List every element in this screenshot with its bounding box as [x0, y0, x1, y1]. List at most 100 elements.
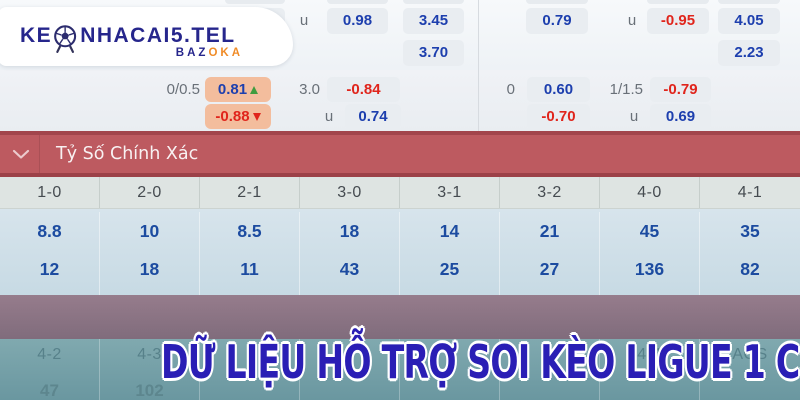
dimmed-score-continuation: 4-2 4-3 4-4 AOS 47 102	[0, 339, 800, 400]
cutoff-odds-pill	[718, 0, 780, 4]
score-header-cell: 4-0	[600, 177, 700, 208]
score-odds-cell	[300, 370, 400, 400]
score-odds-row: 8.8 10 8.5 18 14 21 45 35	[0, 212, 800, 250]
score-odds-cell[interactable]: 14	[400, 212, 500, 250]
score-odds-cell[interactable]: 11	[200, 250, 300, 288]
odds-pill-highlighted[interactable]: -0.88	[205, 104, 271, 129]
score-odds-cell[interactable]: 35	[740, 221, 760, 241]
score-header-cell: 4-2	[0, 339, 100, 370]
cutoff-odds-pill	[403, 0, 464, 4]
odds-pill[interactable]: 0.60	[527, 77, 590, 102]
score-odds-cell[interactable]: 102	[100, 370, 200, 400]
dimmed-section-band	[0, 295, 800, 339]
soccer-ball-mascot-icon	[54, 25, 77, 53]
odds-pill[interactable]: 2.23	[718, 40, 780, 66]
score-header-cell: AOS	[732, 346, 768, 363]
score-header-cell: 4-4	[600, 339, 700, 370]
score-header-cell: 2-1	[200, 177, 300, 208]
score-odds-cell	[400, 370, 500, 400]
score-odds-cell[interactable]: 8.5	[200, 212, 300, 250]
arrow-up-icon	[250, 85, 259, 94]
score-odds-cell	[300, 288, 400, 295]
under-label: u	[324, 108, 334, 125]
score-odds-cell[interactable]: 12	[0, 250, 100, 288]
chevron-down-icon[interactable]	[12, 149, 30, 160]
odds-pill[interactable]: -0.79	[650, 77, 711, 102]
odds-pill[interactable]: 3.70	[403, 40, 464, 66]
section-divider	[39, 135, 40, 173]
odds-pill[interactable]: -0.84	[327, 77, 400, 102]
score-odds-cell[interactable]: 8.8	[0, 212, 100, 250]
line-label: 1/1.5	[609, 81, 643, 98]
score-odds-cell	[600, 288, 700, 295]
score-odds-cell[interactable]: 18	[300, 212, 400, 250]
odds-pill[interactable]: 0.79	[526, 8, 588, 34]
cutoff-odds-pill	[526, 0, 588, 4]
score-header-cell: 3-2	[500, 177, 600, 208]
odds-pill[interactable]: 0.98	[327, 8, 388, 34]
under-label: u	[299, 12, 309, 29]
score-odds-cell	[100, 288, 200, 295]
logo-text-post: NHACAI5.TEL	[80, 24, 236, 47]
odds-pill[interactable]: 0.74	[345, 104, 401, 129]
odds-panel-top: 2 u 0.98 3.45 0.79 u -0.95 4.05 3.70 2.2…	[0, 0, 800, 70]
odds-pill[interactable]: 3.45	[403, 8, 464, 34]
tagline-orange: OKA	[208, 47, 243, 59]
score-header-row-dimmed: 4-2 4-3 4-4 AOS	[0, 339, 800, 370]
score-odds-cell[interactable]: 43	[300, 250, 400, 288]
logo-wordmark: KE NHACAI5.TEL	[20, 19, 236, 53]
score-odds-cell[interactable]: 136	[600, 250, 700, 288]
score-odds-cell[interactable]: 21	[500, 212, 600, 250]
site-logo[interactable]: KE NHACAI5.TEL BAZOKA	[0, 7, 293, 66]
score-odds-cell[interactable]: 25	[400, 250, 500, 288]
promo-banner: DỮ LIỆU HỖ TRỢ SOI KÈO LIGUE 1 CHUẨN XÁC	[0, 332, 800, 394]
score-odds-cell	[500, 288, 600, 295]
score-odds-cell[interactable]: 10	[100, 212, 200, 250]
score-odds-cell	[600, 370, 700, 400]
promo-banner-text: DỮ LIỆU HỖ TRỢ SOI KÈO LIGUE 1 CHUẨN XÁC	[160, 335, 800, 389]
score-odds-cell	[700, 288, 800, 295]
score-header-cell	[300, 339, 400, 370]
section-bar-correct-score: Tỷ Số Chính Xác	[0, 131, 800, 177]
score-header-cell: 4-1	[737, 184, 763, 201]
score-odds-cell	[400, 288, 500, 295]
column-divider	[478, 0, 479, 131]
score-header-cell: 1-0	[0, 177, 100, 208]
score-header-cell: 4-3	[100, 339, 200, 370]
line-label: 3.0	[299, 81, 320, 98]
arrow-down-icon	[252, 112, 261, 121]
score-odds-row-dimmed: 47 102	[0, 370, 800, 400]
under-label: u	[629, 108, 639, 125]
odds-pill[interactable]: -0.70	[527, 104, 590, 129]
handicap-label: 0/0.5	[166, 81, 200, 98]
score-header-row: 1-0 2-0 2-1 3-0 3-1 3-2 4-0 4-1	[0, 177, 800, 209]
logo-tagline: BAZOKA	[176, 47, 243, 59]
score-odds-cell[interactable]: 18	[100, 250, 200, 288]
under-label: u	[627, 12, 637, 29]
score-odds-cell[interactable]: 27	[500, 250, 600, 288]
score-header-cell	[400, 339, 500, 370]
odds-value: -0.88	[215, 108, 250, 125]
score-header-cell: 2-0	[100, 177, 200, 208]
score-odds-cell	[200, 288, 300, 295]
score-odds-body: 8.8 10 8.5 18 14 21 45 35 12 18 11 43 25…	[0, 209, 800, 295]
logo-text-pre: KE	[20, 24, 53, 47]
score-odds-cell[interactable]: 47	[0, 370, 100, 400]
score-odds-cell	[200, 370, 300, 400]
cutoff-odds-pill	[225, 0, 285, 4]
odds-value: 0.81	[217, 81, 248, 98]
score-header-cell	[200, 339, 300, 370]
odds-pill[interactable]: 4.05	[718, 8, 780, 34]
odds-panel-handicap: 0/0.5 0.81 3.0 -0.84 0 0.60 1/1.5 -0.79 …	[0, 70, 800, 131]
score-odds-cell[interactable]: 45	[600, 212, 700, 250]
handicap-label: 0	[506, 81, 515, 98]
score-odds-cell	[500, 370, 600, 400]
tagline-dark: BAZ	[175, 47, 209, 59]
odds-pill-highlighted[interactable]: 0.81	[205, 77, 271, 102]
score-odds-row: 12 18 11 43 25 27 136 82	[0, 250, 800, 288]
score-header-cell: 3-1	[400, 177, 500, 208]
score-odds-cell[interactable]: 82	[740, 259, 760, 279]
score-header-cell	[500, 339, 600, 370]
odds-pill[interactable]: 0.69	[650, 104, 711, 129]
odds-pill[interactable]: -0.95	[647, 8, 709, 34]
